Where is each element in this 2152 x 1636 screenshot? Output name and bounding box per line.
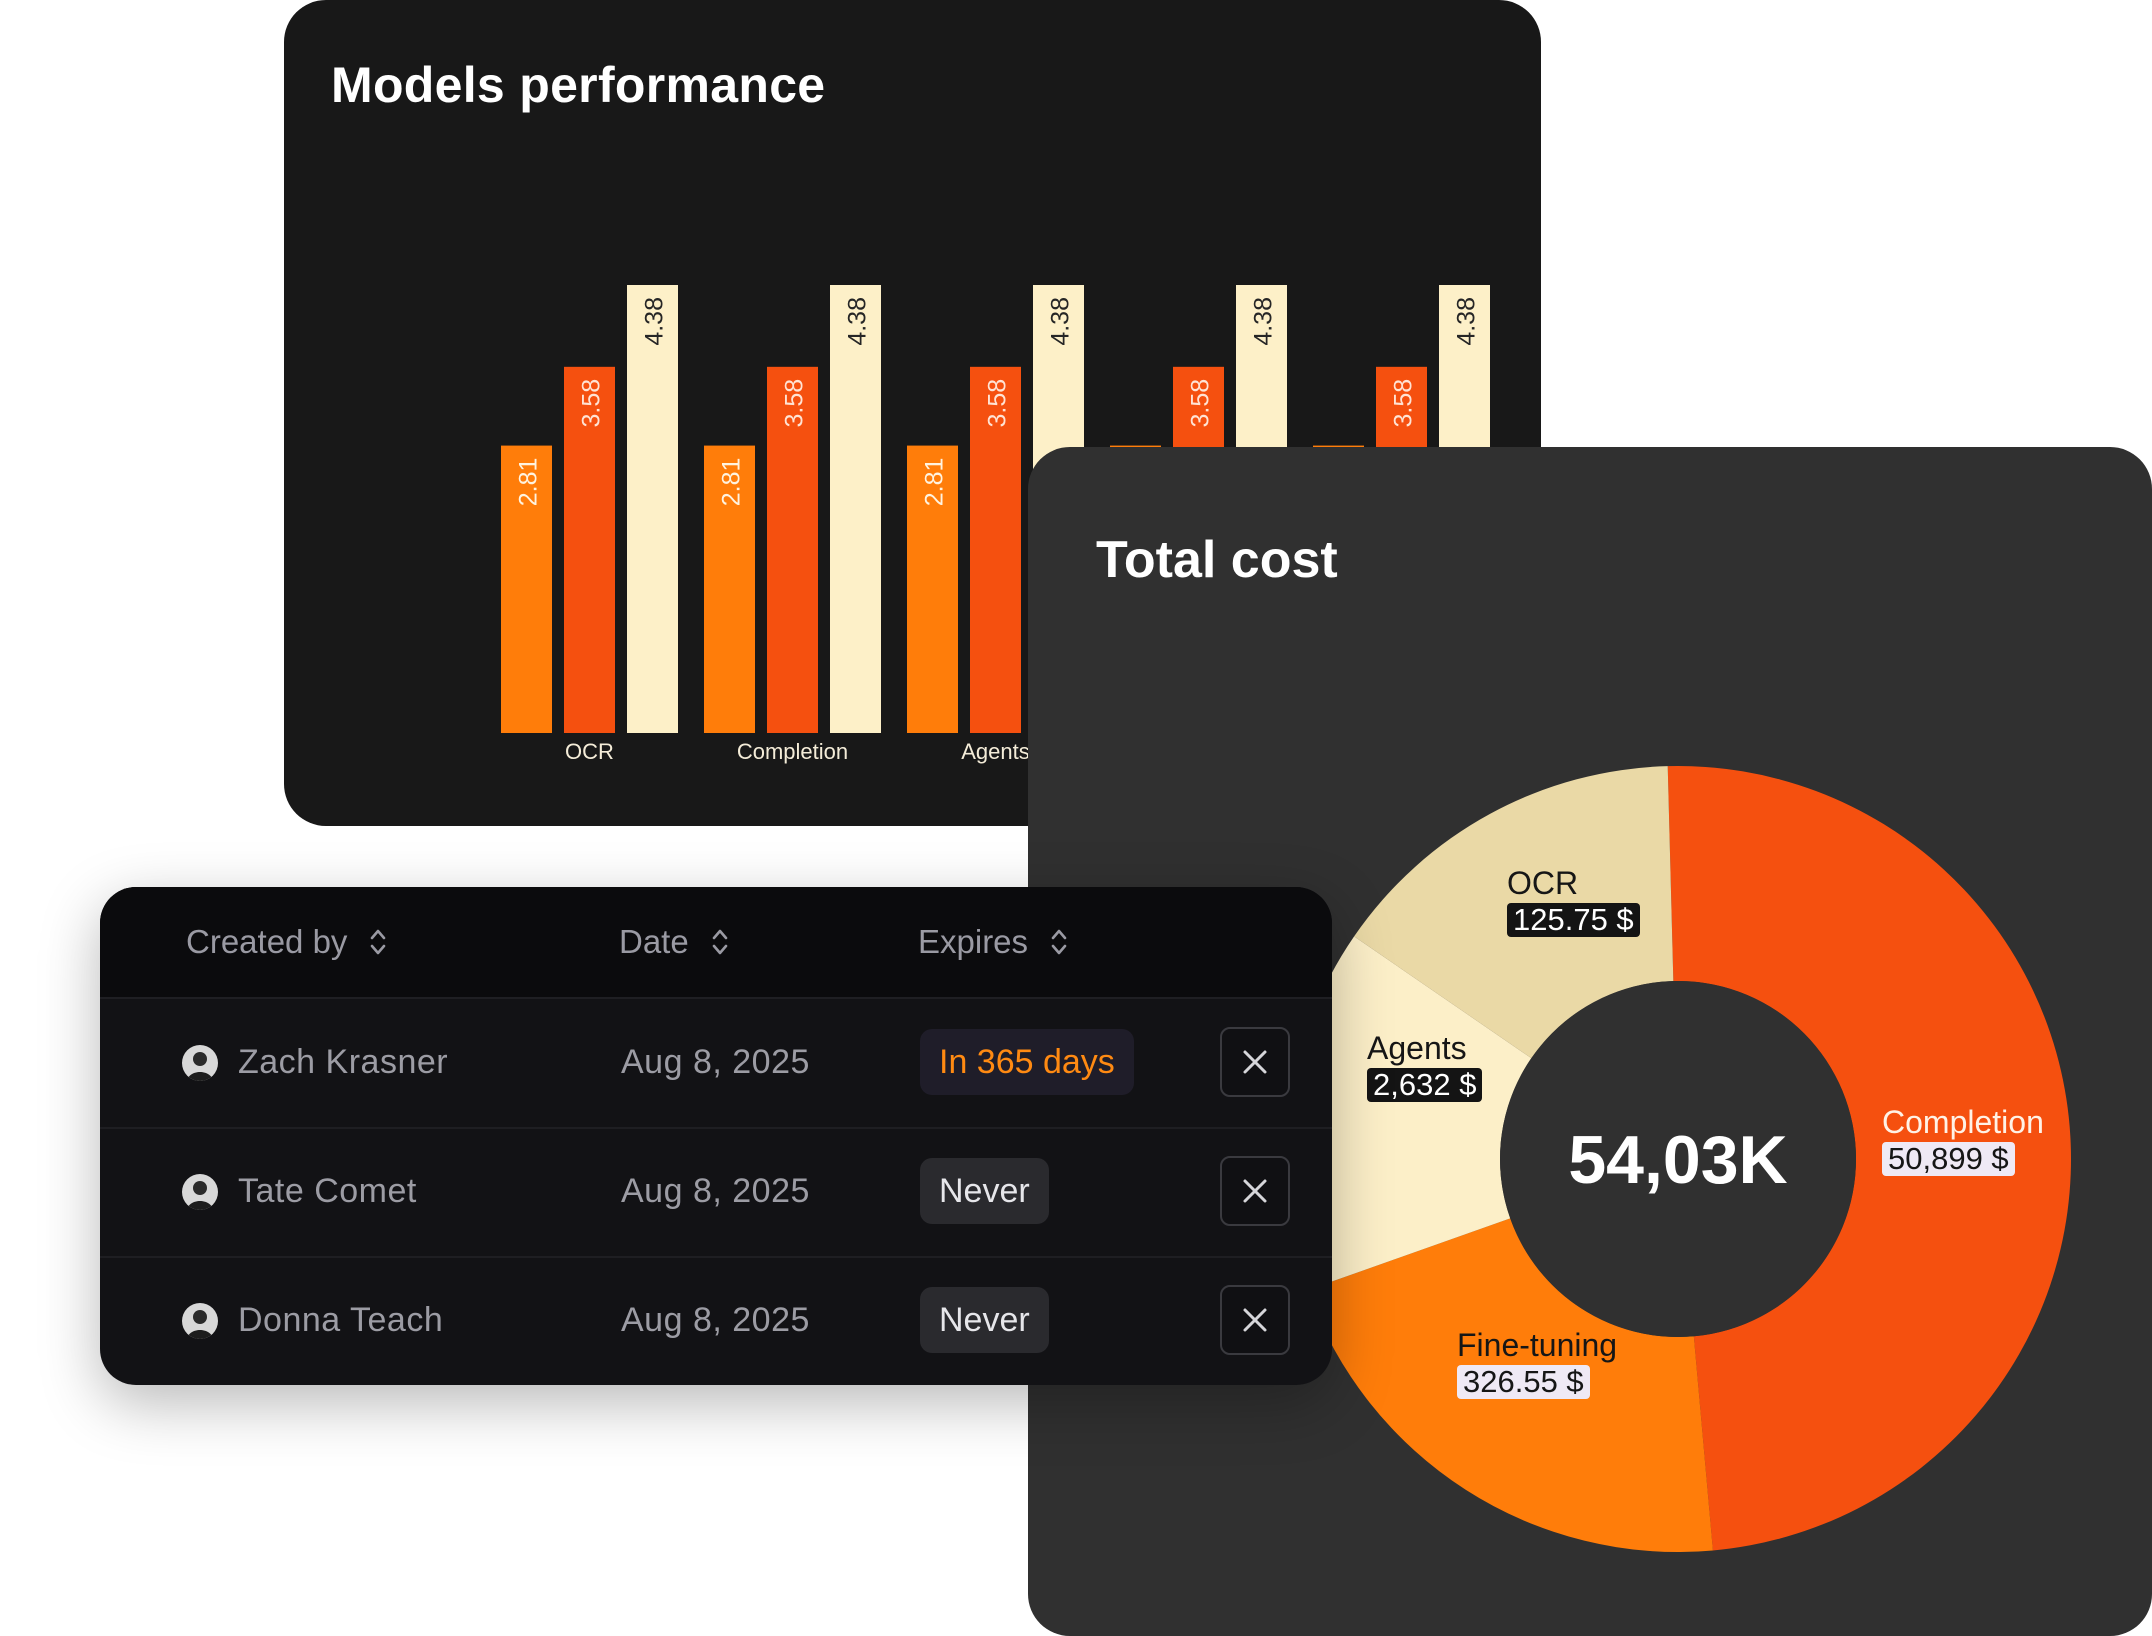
donut-center-value: 54,03K: [1568, 1122, 1787, 1198]
column-header-date-label: Date: [619, 923, 689, 960]
table-row: Tate Comet Aug 8, 2025 Never: [100, 1128, 1332, 1258]
total-cost-title: Total cost: [1096, 531, 1338, 589]
donut-label-fine-tuning-value: 326.55 $: [1457, 1364, 1590, 1400]
bar-value-label: 2.81: [515, 458, 543, 507]
delete-row-button[interactable]: [1220, 1285, 1290, 1355]
donut-hole: [1500, 981, 1856, 1337]
date-value: Aug 8, 2025: [621, 1172, 810, 1210]
created-by-name: Tate Comet: [238, 1172, 417, 1210]
bar-completion-series-2: [767, 366, 818, 733]
bar-value-label: 4.38: [1453, 297, 1481, 346]
donut-label-ocr-name: OCR: [1507, 865, 1579, 901]
donut-label-ocr-value: 125.75 $: [1507, 902, 1640, 938]
created-by-name: Zach Krasner: [238, 1043, 449, 1081]
bar-value-label: 3.58: [781, 379, 809, 428]
close-icon: [1243, 1179, 1267, 1203]
donut-slice-agents: [1285, 936, 1532, 1291]
bar-agents-series-1: [907, 445, 958, 733]
donut-label-completion-value: 50,899 $: [1882, 1141, 2015, 1177]
donut-label-completion-name: Completion: [1882, 1104, 2044, 1140]
bar-ocr-series-2: [564, 366, 615, 733]
donut-label-ocr: OCR 125.75 $: [1507, 865, 1640, 938]
donut-label-fine-tuning-name: Fine-tuning: [1457, 1327, 1618, 1363]
bar-value-label: 4.38: [1047, 297, 1075, 346]
bar-completion-series-3: [830, 285, 881, 733]
created-by-name: Donna Teach: [238, 1301, 444, 1339]
bar-ocr-series-1: [501, 445, 552, 733]
bar-value-label: 4.38: [844, 297, 872, 346]
bar-completion-series-1: [704, 445, 755, 733]
donut-label-fine-tuning: Fine-tuning 326.55 $: [1457, 1327, 1618, 1400]
table-header: Created by Date Expires: [100, 887, 1332, 999]
date-value: Aug 8, 2025: [621, 1043, 810, 1081]
models-performance-title: Models performance: [331, 57, 826, 113]
x-tick-label: Agents: [961, 739, 1030, 764]
chevron-up-down-icon[interactable]: [711, 927, 729, 957]
donut-label-agents: Agents 2,632 $: [1367, 1030, 1483, 1103]
donut-slice-completion: [1667, 766, 2071, 1551]
expires-badge: Never: [920, 1158, 1049, 1224]
table-row: Donna Teach Aug 8, 2025 Never: [100, 1257, 1332, 1385]
delete-row-button[interactable]: [1220, 1027, 1290, 1097]
total-cost-card: Total cost 54,03K OCR 125.75 $ Agents 2,…: [1028, 447, 2152, 1636]
user-avatar: [182, 1303, 218, 1339]
chevron-up-down-icon[interactable]: [1050, 927, 1068, 957]
bar-value-label: 4.38: [1250, 297, 1278, 346]
expires-badge: Never: [920, 1287, 1049, 1353]
bar-value-label: 2.81: [921, 458, 949, 507]
bar-value-label: 2.81: [718, 458, 746, 507]
expires-badge: In 365 days: [920, 1029, 1134, 1095]
delete-row-button[interactable]: [1220, 1156, 1290, 1226]
donut-label-completion: Completion 50,899 $: [1882, 1104, 2044, 1177]
close-icon: [1243, 1308, 1267, 1332]
column-header-created-by[interactable]: Created by: [186, 923, 387, 961]
user-avatar: [182, 1174, 218, 1210]
user-avatar: [182, 1045, 218, 1081]
column-header-expires[interactable]: Expires: [918, 923, 1068, 961]
bar-agents-series-2: [970, 366, 1021, 733]
bar-value-label: 3.58: [984, 379, 1012, 428]
donut-label-agents-name: Agents: [1367, 1030, 1467, 1066]
column-header-date[interactable]: Date: [619, 923, 729, 961]
bar-value-label: 4.38: [641, 297, 669, 346]
donut-label-agents-value: 2,632 $: [1367, 1067, 1483, 1103]
close-icon: [1243, 1050, 1267, 1074]
bar-value-label: 3.58: [1390, 379, 1418, 428]
column-header-created-by-label: Created by: [186, 923, 348, 960]
bar-value-label: 3.58: [578, 379, 606, 428]
table-row: Zach Krasner Aug 8, 2025 In 365 days: [100, 999, 1332, 1129]
x-tick-label: Completion: [737, 739, 848, 764]
date-value: Aug 8, 2025: [621, 1301, 810, 1339]
x-tick-label: OCR: [565, 739, 614, 764]
bar-ocr-series-3: [627, 285, 678, 733]
column-header-expires-label: Expires: [918, 923, 1029, 960]
bar-value-label: 3.58: [1187, 379, 1215, 428]
keys-table-card: Created by Date Expires Zach Krasner Aug…: [100, 887, 1332, 1385]
chevron-up-down-icon[interactable]: [369, 927, 387, 957]
total-cost-donut-chart: 54,03K: [1285, 766, 2071, 1552]
